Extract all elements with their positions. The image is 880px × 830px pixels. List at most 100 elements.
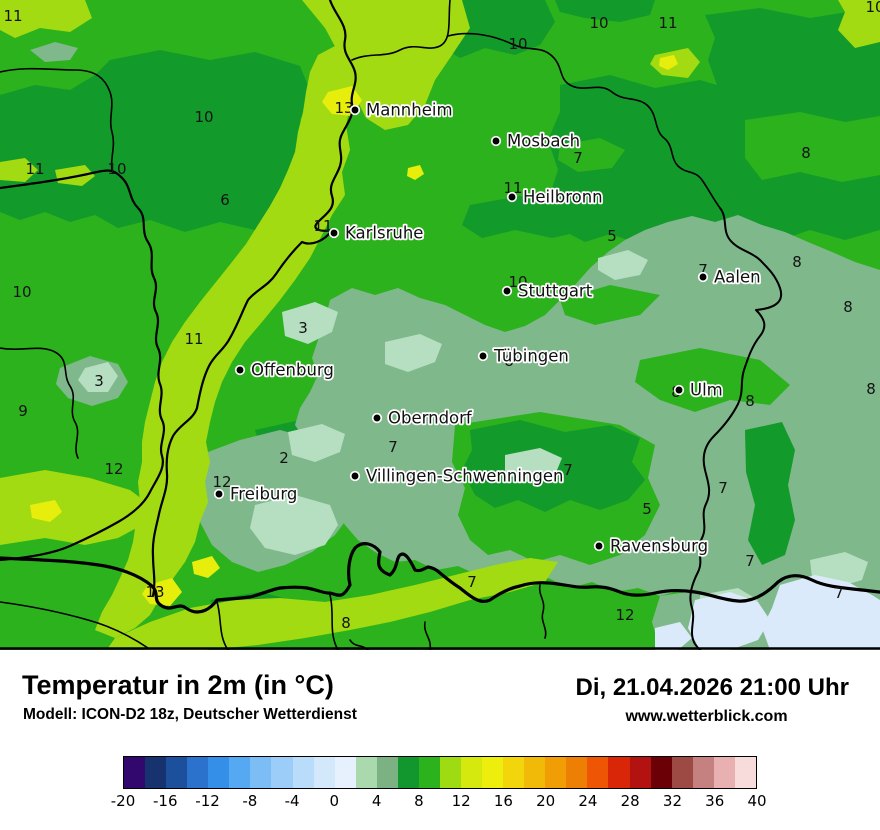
temp-label: 11 — [658, 14, 677, 32]
city-marker: Oberndorf — [371, 407, 475, 429]
colorbar-cell — [292, 757, 314, 788]
city-label: Freiburg — [230, 485, 297, 504]
city-dot — [349, 470, 361, 482]
temp-label: 11 — [3, 7, 22, 25]
city-marker: Karlsruhe — [328, 222, 425, 244]
colorbar-cell — [166, 757, 188, 788]
colorbar-tick-label: 36 — [705, 792, 725, 810]
website-url: www.wetterblick.com — [625, 708, 788, 725]
colorbar-cell — [439, 757, 461, 788]
temp-label: 7 — [467, 573, 477, 591]
colorbar-cell — [397, 757, 419, 788]
temp-label: 7 — [573, 149, 583, 167]
city-marker: Mannheim — [349, 99, 454, 121]
temp-label: 3 — [94, 372, 104, 390]
colorbar-tick-label: 24 — [578, 792, 598, 810]
colorbar-cell — [566, 757, 588, 788]
colorbar-cell — [545, 757, 567, 788]
temp-label: 5 — [607, 227, 617, 245]
colorbar-tick-label: 0 — [329, 792, 340, 810]
temp-label: 8 — [866, 380, 876, 398]
colorbar-tick-label: -8 — [242, 792, 258, 810]
city-dot — [328, 227, 340, 239]
colorbar-cell — [250, 757, 272, 788]
temp-label: 3 — [298, 319, 308, 337]
city-marker: Stuttgart — [501, 280, 594, 302]
temp-label: 12 — [615, 606, 634, 624]
colorbar-cell — [376, 757, 398, 788]
city-dot — [506, 191, 518, 203]
map-region-pale-blue — [655, 575, 880, 650]
temp-label: 7 — [745, 552, 755, 570]
city-marker: Tübingen — [477, 345, 571, 367]
city-label: Karlsruhe — [345, 224, 423, 243]
temperature-map: 11 10 6 13 10 10 11 10 7 8 11 11 10 10 11 5 7 8 10 8 3 11 3 9 8 8… — [0, 0, 880, 650]
valid-datetime: Di, 21.04.2026 21:00 Uhr — [575, 674, 849, 701]
temp-label: 7 — [563, 461, 573, 479]
colorbar-tick-label: 4 — [371, 792, 382, 810]
colorbar-cell — [587, 757, 609, 788]
temperature-colorbar — [123, 756, 757, 789]
city-label: Heilbronn — [523, 188, 603, 207]
temp-label: 11 — [503, 179, 522, 197]
temp-label: 11 — [313, 217, 332, 235]
city-label: Ulm — [690, 381, 723, 400]
city-dot — [490, 135, 502, 147]
temp-label: 7 — [388, 438, 398, 456]
city-label: Mosbach — [507, 132, 580, 151]
city-marker: Villingen-Schwenningen — [349, 465, 565, 487]
temp-label: 8 — [341, 614, 351, 632]
colorbar-cell — [608, 757, 630, 788]
colorbar-cell — [503, 757, 525, 788]
colorbar-cell — [334, 757, 356, 788]
colorbar-cell — [692, 757, 714, 788]
temp-label: 8 — [745, 392, 755, 410]
city-marker: Aalen — [697, 266, 762, 288]
temp-label: 2 — [279, 449, 289, 467]
colorbar-tick-label: 20 — [536, 792, 556, 810]
temp-label: 13 — [334, 99, 353, 117]
colorbar-tick-label: 40 — [747, 792, 767, 810]
colorbar-tick-label: 28 — [620, 792, 640, 810]
temp-label: 10 — [508, 273, 527, 291]
colorbar-tick-label: -20 — [110, 792, 136, 810]
colorbar-cell — [650, 757, 672, 788]
city-label: Stuttgart — [518, 282, 593, 301]
colorbar-tick-label: -12 — [195, 792, 220, 810]
page-title: Temperatur in 2m (in °C) — [22, 670, 334, 700]
colorbar-cell — [229, 757, 251, 788]
temp-label: 7 — [698, 261, 708, 279]
city-dot — [371, 412, 383, 424]
temp-label: 13 — [145, 583, 164, 601]
temp-label: 6 — [220, 191, 230, 209]
city-label: Mannheim — [366, 101, 453, 120]
colorbar-cell — [355, 757, 377, 788]
colorbar-cell — [313, 757, 335, 788]
temp-label: 10 — [589, 14, 608, 32]
city-marker: Ravensburg — [593, 535, 710, 557]
city-dot — [593, 540, 605, 552]
temp-label: 7 — [834, 584, 844, 602]
city-marker: Mosbach — [490, 130, 582, 152]
temp-label: 10 — [12, 283, 31, 301]
colorbar-cell — [629, 757, 651, 788]
colorbar-tick-label: 12 — [451, 792, 471, 810]
temp-label: 8 — [843, 298, 853, 316]
temp-label: 8 — [792, 253, 802, 271]
colorbar-tick-label: 32 — [662, 792, 682, 810]
temp-label: 10 — [508, 35, 527, 53]
colorbar-cell — [461, 757, 483, 788]
temp-label: 11 — [184, 330, 203, 348]
city-dot — [234, 364, 246, 376]
city-marker: Freiburg — [213, 483, 299, 505]
city-label: Villingen-Schwenningen — [366, 467, 563, 486]
city-dot — [213, 488, 225, 500]
temp-label: 12 — [104, 460, 123, 478]
temp-label: 10 — [107, 160, 126, 178]
colorbar-cell — [271, 757, 293, 788]
city-dot — [477, 350, 489, 362]
city-marker: Ulm — [673, 379, 724, 401]
colorbar-cell — [671, 757, 693, 788]
city-dot — [501, 285, 513, 297]
